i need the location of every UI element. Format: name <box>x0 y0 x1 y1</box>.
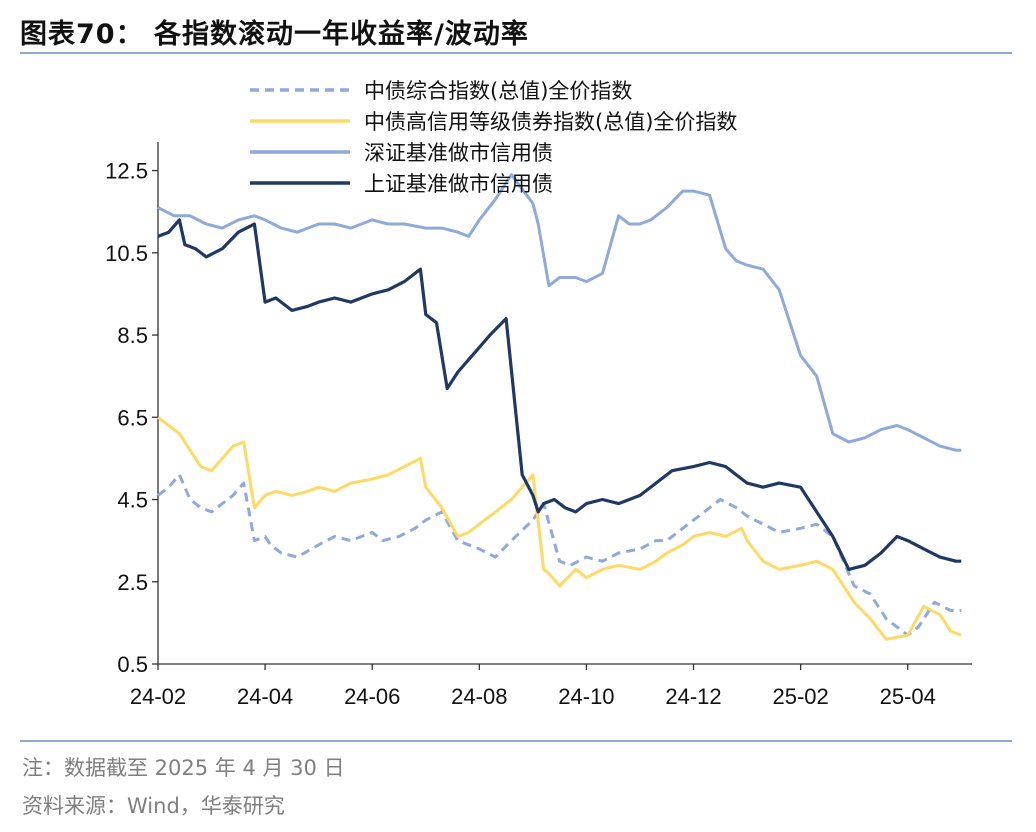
header-divider <box>20 52 1012 54</box>
line-chart: 0.5 2.5 4.5 6.5 8.5 10.5 12.5 24-02 24-04 24-06 24… <box>105 79 972 709</box>
y-tick-label: 6.5 <box>117 405 148 430</box>
legend-label-1: 中债高信用等级债券指数(总值)全价指数 <box>364 110 737 134</box>
y-tick-label: 4.5 <box>117 488 148 513</box>
x-tick-label: 25-04 <box>880 684 936 709</box>
chart-title: 图表70： 各指数滚动一年收益率/波动率 <box>20 19 529 50</box>
y-tick-label: 0.5 <box>117 652 148 677</box>
y-tick-label: 2.5 <box>117 570 148 595</box>
series-line-0 <box>157 473 962 637</box>
series-line-2 <box>157 173 962 452</box>
chart-axes: 0.5 2.5 4.5 6.5 8.5 10.5 12.5 24-02 24-04 24-06 24… <box>105 142 972 709</box>
x-tick-label: 24-06 <box>344 684 400 709</box>
x-tick-label: 24-02 <box>130 684 186 709</box>
footer-divider <box>20 740 1012 742</box>
y-tick-label: 10.5 <box>105 241 148 266</box>
legend-label-3: 上证基准做市信用债 <box>364 172 553 196</box>
x-tick-label: 25-02 <box>772 684 828 709</box>
series-line-1 <box>157 416 962 641</box>
chart-series-lines <box>157 173 962 641</box>
x-tick-label: 24-12 <box>665 684 721 709</box>
y-tick-label: 8.5 <box>117 323 148 348</box>
legend-label-2: 深证基准做市信用债 <box>364 141 553 165</box>
legend-label-0: 中债综合指数(总值)全价指数 <box>364 79 632 103</box>
chart-legend: 中债综合指数(总值)全价指数中债高信用等级债券指数(总值)全价指数深证基准做市信… <box>250 79 737 196</box>
data-cutoff-note: 注：数据截至 2025 年 4 月 30 日 <box>22 756 345 780</box>
source-note: 资料来源：Wind，华泰研究 <box>22 794 285 818</box>
series-line-3 <box>157 218 962 572</box>
x-tick-label: 24-08 <box>451 684 507 709</box>
x-tick-label: 24-10 <box>558 684 614 709</box>
x-tick-label: 24-04 <box>237 684 293 709</box>
y-tick-label: 12.5 <box>105 159 148 184</box>
